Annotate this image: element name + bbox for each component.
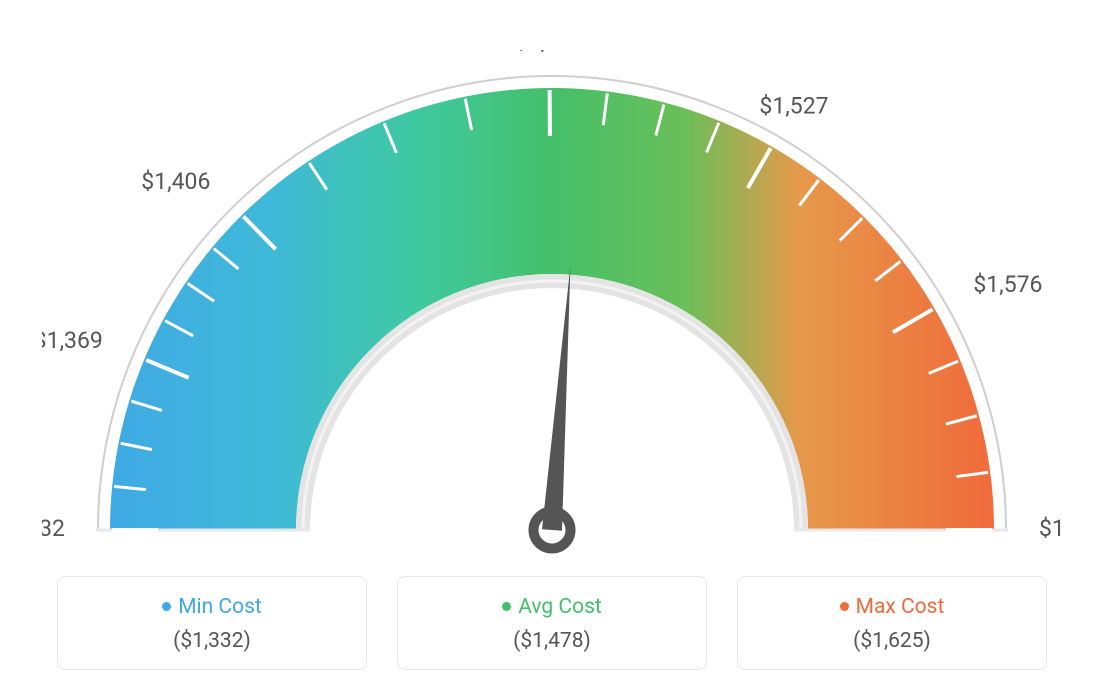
gauge-svg: $1,332 $1,369 $1,406 $1,478 $1,527 $1,576 $1,6… xyxy=(42,50,1062,590)
legend-label-text: Avg Cost xyxy=(518,595,602,619)
legend-bullet-max xyxy=(840,602,849,611)
gauge-tick-label: $1,406 xyxy=(141,168,210,195)
gauge-tick-label: $1,576 xyxy=(973,271,1042,298)
gauge-tick-label: $1,625 xyxy=(1039,515,1062,542)
legend-bullet-avg xyxy=(502,602,511,611)
legend-card-min: Min Cost ($1,332) xyxy=(57,576,367,670)
legend-row: Min Cost ($1,332) Avg Cost ($1,478) Max Cost… xyxy=(0,576,1104,670)
legend-title-avg: Avg Cost xyxy=(408,595,696,619)
gauge-tick-label: $1,332 xyxy=(42,515,65,542)
gauge-tick-label: $1,527 xyxy=(759,92,828,119)
legend-title-max: Max Cost xyxy=(748,595,1036,619)
legend-bullet-min xyxy=(162,602,171,611)
legend-card-avg: Avg Cost ($1,478) xyxy=(397,576,707,670)
legend-card-max: Max Cost ($1,625) xyxy=(737,576,1047,670)
gauge-needle xyxy=(542,266,570,531)
legend-value-min: ($1,332) xyxy=(68,629,356,653)
legend-label-text: Min Cost xyxy=(178,595,262,619)
legend-value-max: ($1,625) xyxy=(748,629,1036,653)
chart-container: $1,332 $1,369 $1,406 $1,478 $1,527 $1,576 $1,6… xyxy=(0,0,1104,690)
gauge-tick-label: $1,478 xyxy=(515,50,584,55)
gauge-tick-label: $1,369 xyxy=(42,327,103,354)
legend-title-min: Min Cost xyxy=(68,595,356,619)
gauge-area: $1,332 $1,369 $1,406 $1,478 $1,527 $1,576 $1,6… xyxy=(0,0,1104,560)
legend-label-text: Max Cost xyxy=(856,595,945,619)
legend-value-avg: ($1,478) xyxy=(408,629,696,653)
